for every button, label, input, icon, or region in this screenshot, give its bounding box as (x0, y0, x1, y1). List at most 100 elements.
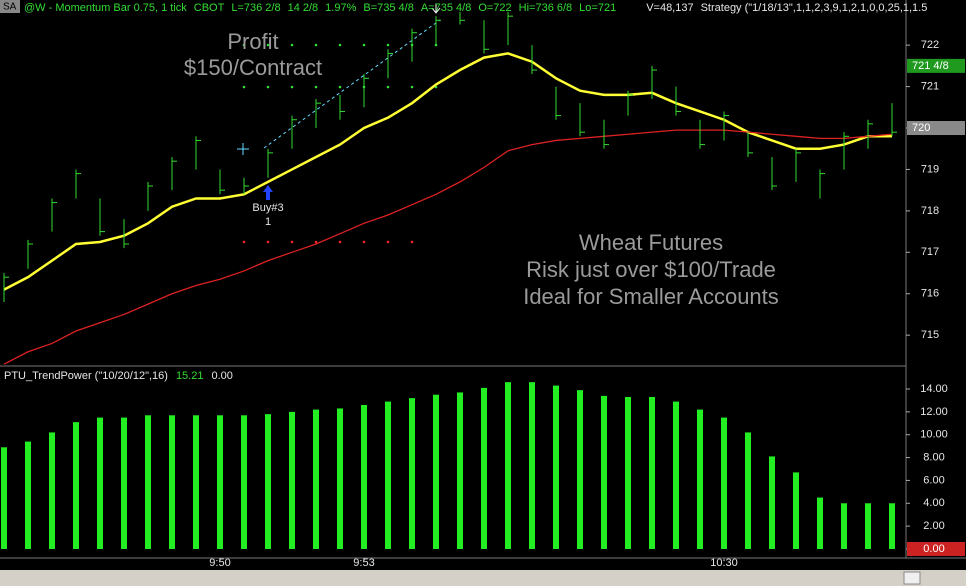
header-item: B=735 4/8 (363, 2, 413, 14)
target-dot (410, 85, 414, 89)
y-tick-label: 14.00 (920, 383, 948, 395)
target-dot (290, 85, 294, 89)
header-item: V=48,137 (646, 2, 693, 14)
bar (361, 405, 367, 549)
bar (409, 398, 415, 549)
target-dot (314, 43, 318, 47)
price-marker-label: 720 (912, 122, 930, 134)
stop-dot (242, 240, 246, 244)
header-item: Hi=736 6/8 (519, 2, 573, 14)
bar (889, 503, 895, 549)
bar (649, 397, 655, 549)
indicator-header: PTU_TrendPower ("10/20/12",16) 15.21 0.00 (4, 370, 233, 382)
y-tick-label: 10.00 (920, 429, 948, 441)
stop-dot (314, 240, 318, 244)
indicator-marker (907, 541, 965, 556)
bar (97, 417, 103, 549)
bar (745, 432, 751, 549)
header-item: @W - Momentum Bar 0.75, 1 tick (24, 2, 187, 14)
price-marker (907, 58, 965, 73)
bar (841, 503, 847, 549)
header-item: A=735 4/8 (421, 2, 471, 14)
header-item: O=722 (478, 2, 511, 14)
y-tick-label: 719 (921, 163, 939, 175)
target-dot (266, 85, 270, 89)
bar (217, 415, 223, 549)
bar (697, 409, 703, 549)
annotation: 1 (265, 216, 271, 228)
bar (721, 417, 727, 549)
bar (385, 401, 391, 549)
bar (289, 411, 295, 549)
moving-average (3, 52, 892, 291)
annotation: Ideal for Smaller Accounts (523, 284, 779, 309)
y-tick-label: 721 (921, 80, 939, 92)
stop-dot (338, 240, 342, 244)
bar (601, 395, 607, 549)
y-tick-label: 4.00 (923, 497, 944, 509)
buy-arrow (263, 185, 273, 200)
header-item: L=736 2/8 (231, 2, 280, 14)
bar (481, 387, 487, 549)
indicator-readout: 15.21 (176, 370, 204, 382)
y-tick-label: 6.00 (923, 474, 944, 486)
bar (529, 382, 535, 549)
y-tick-label: 717 (921, 246, 939, 258)
bar (337, 408, 343, 549)
y-tick-label: 2.00 (923, 520, 944, 532)
price-marker-label: 721 4/8 (912, 60, 949, 72)
bar (769, 456, 775, 549)
y-tick-label: 718 (921, 205, 939, 217)
annotation: Wheat Futures (579, 230, 723, 255)
symbol-tag: SA (3, 2, 17, 13)
bar (313, 409, 319, 549)
exit-arrow (431, 4, 441, 14)
scrollbar[interactable] (0, 570, 966, 586)
stop-dot (266, 240, 270, 244)
y-tick-label: 716 (921, 288, 939, 300)
bar (73, 422, 79, 549)
x-tick-label: 9:50 (209, 557, 230, 569)
chart-header: @W - Momentum Bar 0.75, 1 tick CBOT L=736 … (24, 2, 927, 14)
header-item: Strategy ("1/18/13",1,1,2,3,9,1,2,1,0,0,… (701, 2, 928, 14)
bar (553, 385, 559, 549)
annotation: Risk just over $100/Trade (526, 257, 776, 282)
bar (625, 397, 631, 549)
indicator-readout: 0.00 (211, 370, 232, 382)
target-dot (386, 43, 390, 47)
trade-line (263, 19, 441, 149)
bar (145, 415, 151, 549)
bar (673, 401, 679, 549)
y-tick-label: 12.00 (920, 406, 948, 418)
y-tick-label: 715 (921, 329, 939, 341)
x-tick-label: 9:53 (353, 557, 374, 569)
target-dot (386, 85, 390, 89)
bar (25, 441, 31, 549)
scroll-thumb[interactable] (903, 571, 921, 585)
x-tick-label: 10:30 (710, 557, 738, 569)
moving-average (3, 129, 893, 365)
target-dot (314, 85, 318, 89)
bar (265, 414, 271, 549)
bar (241, 415, 247, 549)
target-dot (242, 85, 246, 89)
bar (577, 390, 583, 549)
bar (793, 472, 799, 549)
bar (169, 415, 175, 549)
bar (505, 382, 511, 549)
y-tick-label: 722 (921, 39, 939, 51)
indicator-marker-label: 0.00 (923, 543, 944, 555)
annotation: Buy#3 (252, 202, 283, 214)
stop-dot (362, 240, 366, 244)
price-marker (907, 121, 965, 136)
target-dot (338, 43, 342, 47)
stop-dot (290, 240, 294, 244)
target-dot (338, 85, 342, 89)
header-item: 14 2/8 (288, 2, 319, 14)
annotation: $150/Contract (184, 55, 322, 80)
bar (49, 432, 55, 549)
bar (1, 447, 7, 549)
annotation: Profit (227, 29, 278, 54)
